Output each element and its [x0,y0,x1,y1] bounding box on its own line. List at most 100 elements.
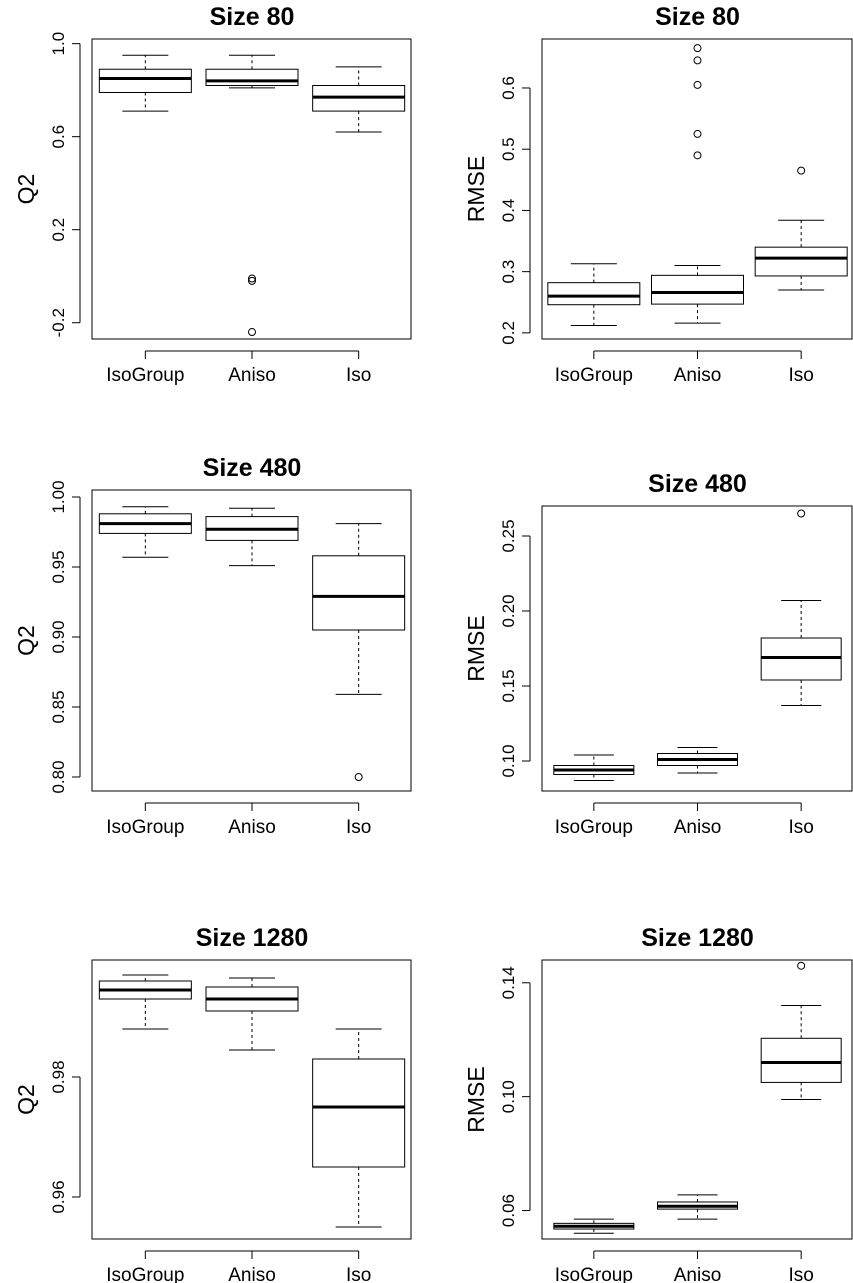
outlier-point [693,151,702,160]
box-iso [760,509,842,706]
outlier-point [248,328,256,337]
y-axis-label: RMSE [463,156,489,222]
chart-title: Size 1280 [641,924,754,952]
x-tick-label: Iso [346,365,371,386]
box-aniso [205,507,299,567]
outlier-point [248,274,256,283]
x-tick-label: IsoGroup [106,365,184,386]
x-tick-label: Iso [788,365,813,386]
chart-title: Size 80 [655,3,740,31]
box-isogroup [547,263,641,327]
y-tick-label: 0.3 [499,260,518,284]
y-axis: 0.06 0.10 0.14 [499,966,531,1227]
y-tick-label: 1.0 [49,32,68,56]
y-tick-label: 0.10 [499,744,518,777]
x-tick-label: Aniso [228,365,276,386]
x-tick-label: Aniso [674,1265,722,1283]
x-tick-label: Iso [788,817,813,838]
plot-frame [91,959,412,1240]
y-axis: 0.80 0.85 0.90 0.95 1.00 [49,480,81,794]
x-axis: IsoGroup Aniso Iso [106,802,371,838]
box-iso [312,1028,406,1228]
x-axis: IsoGroup Aniso Iso [106,350,371,386]
y-tick-label: 0.96 [49,1180,68,1213]
outlier-point [693,56,702,65]
y-tick-label: 0.10 [499,1080,518,1113]
outlier-point [693,80,702,89]
outlier-point [354,773,363,781]
panel-2: Size 80 0.2 0.3 0.4 0.5 0.6 RMSE IsoGroup Aniso I… [463,3,853,386]
y-tick-label: 0.14 [499,966,518,999]
y-tick-label: 0.6 [49,125,68,149]
x-tick-label: Aniso [228,1265,276,1283]
plot-frame [91,489,412,792]
y-tick-label: 0.6 [499,76,518,100]
y-axis-label: RMSE [463,615,489,681]
interquartile-box [760,1037,842,1083]
box-aniso [205,54,299,337]
outlier-point [248,276,256,285]
chart-title: Size 480 [203,454,302,482]
interquartile-box [312,555,406,631]
outlier-point [693,129,702,138]
y-tick-label: 0.25 [499,519,518,552]
box-iso [754,166,848,291]
box-isogroup [98,506,192,558]
box-iso [312,523,406,781]
box-isogroup [553,1218,635,1234]
box-aniso [657,747,738,774]
outlier-point [693,44,702,53]
y-axis-label: RMSE [463,1066,489,1132]
plot-frame [541,959,853,1240]
x-tick-label: Iso [346,817,371,838]
outlier-point [797,509,806,518]
y-tick-label: 0.06 [499,1194,518,1227]
y-tick-label: -0.2 [49,308,68,337]
y-axis-label: Q2 [13,625,39,656]
y-axis: 0.2 0.3 0.4 0.5 0.6 [499,76,531,345]
plot-frame [91,38,412,340]
box-iso [760,961,842,1100]
y-tick-label: 0.2 [499,321,518,345]
plot-frame [541,505,853,792]
x-tick-label: IsoGroup [555,1265,633,1283]
y-tick-label: 0.90 [49,620,68,653]
x-tick-label: IsoGroup [106,1265,184,1283]
y-tick-label: 0.5 [499,137,518,161]
y-tick-label: 0.95 [49,550,68,583]
x-tick-label: IsoGroup [555,817,633,838]
chart-title: Size 480 [648,470,747,498]
x-tick-label: IsoGroup [106,817,184,838]
plot-frame [541,38,853,340]
x-axis: IsoGroup Aniso Iso [106,1250,371,1283]
y-tick-label: 0.2 [49,218,68,242]
y-tick-label: 0.20 [499,594,518,627]
panel-1: Size 80 -0.2 0.2 0.6 1.0 Q2 IsoGroup Aniso Iso [13,3,412,386]
panel-5: Size 1280 0.96 0.98 Q2 IsoGroup Aniso Iso [13,924,412,1283]
y-axis-label: Q2 [13,174,39,205]
panel-3: Size 480 0.80 0.85 0.90 0.95 1.00 Q2 IsoGroup An… [13,454,412,838]
y-tick-label: 0.85 [49,690,68,723]
box-isogroup [98,974,192,1030]
interquartile-box [98,68,192,93]
y-axis: 0.10 0.15 0.20 0.25 [499,519,531,778]
box-isogroup [98,54,192,112]
interquartile-box [754,246,848,277]
y-tick-label: 1.00 [49,480,68,513]
x-tick-label: Aniso [674,365,722,386]
outlier-point [797,961,806,970]
x-tick-label: Aniso [228,817,276,838]
y-axis: -0.2 0.2 0.6 1.0 [49,32,81,337]
box-isogroup [553,754,635,781]
x-axis: IsoGroup Aniso Iso [555,802,814,838]
box-iso [312,66,406,133]
y-axis-label: Q2 [13,1084,39,1115]
y-tick-label: 0.80 [49,760,68,793]
x-tick-label: IsoGroup [555,365,633,386]
y-tick-label: 0.4 [499,199,518,223]
box-aniso [657,1194,738,1220]
interquartile-box [651,274,744,305]
chart-title: Size 80 [210,3,295,31]
